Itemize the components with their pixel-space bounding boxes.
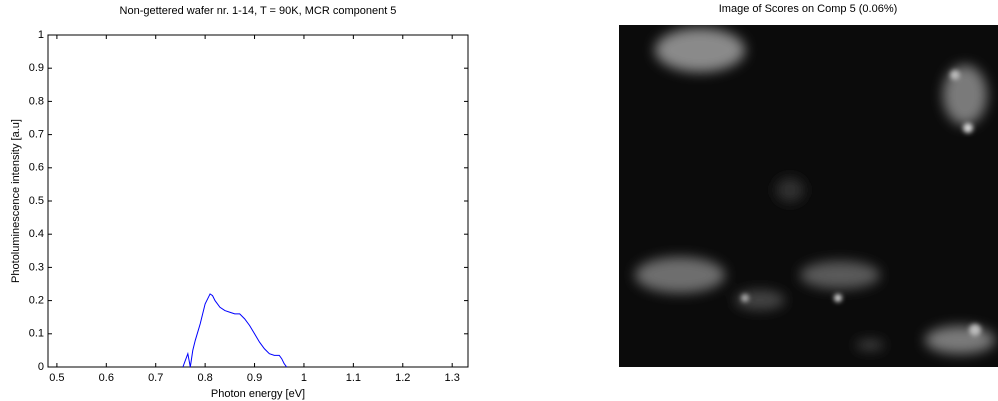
x-tick-label: 0.7 xyxy=(148,372,163,384)
y-tick-label: 0.4 xyxy=(29,228,44,240)
x-axis-label: Photon energy [eV] xyxy=(211,388,305,400)
x-tick-label: 0.8 xyxy=(197,372,212,384)
y-tick-label: 0.1 xyxy=(29,328,44,340)
y-tick-label: 0.6 xyxy=(29,162,44,174)
x-tick-label: 1 xyxy=(301,372,307,384)
x-tick-label: 1.3 xyxy=(445,372,460,384)
x-tick-label: 0.5 xyxy=(49,372,64,384)
y-tick-label: 0 xyxy=(38,361,44,373)
y-tick-label: 0.3 xyxy=(29,261,44,273)
plot-frame xyxy=(47,34,469,368)
y-tick-label: 0.7 xyxy=(29,129,44,141)
y-tick-label: 1 xyxy=(38,29,44,41)
y-tick-label: 0.8 xyxy=(29,95,44,107)
chart-title: Non-gettered wafer nr. 1-14, T = 90K, MC… xyxy=(120,5,397,17)
x-tick-label: 0.6 xyxy=(99,372,114,384)
y-tick-label: 0.5 xyxy=(29,195,44,207)
x-tick-label: 0.9 xyxy=(247,372,262,384)
y-tick-label: 0.2 xyxy=(29,295,44,307)
data-line xyxy=(182,293,288,368)
y-axis-label: Photoluminescence intensity [a.u] xyxy=(10,119,22,283)
image-title: Image of Scores on Comp 5 (0.06%) xyxy=(719,3,898,15)
y-tick-label: 0.9 xyxy=(29,62,44,74)
x-tick-label: 1.1 xyxy=(346,372,361,384)
x-tick-label: 1.2 xyxy=(395,372,410,384)
score-image xyxy=(619,25,998,367)
